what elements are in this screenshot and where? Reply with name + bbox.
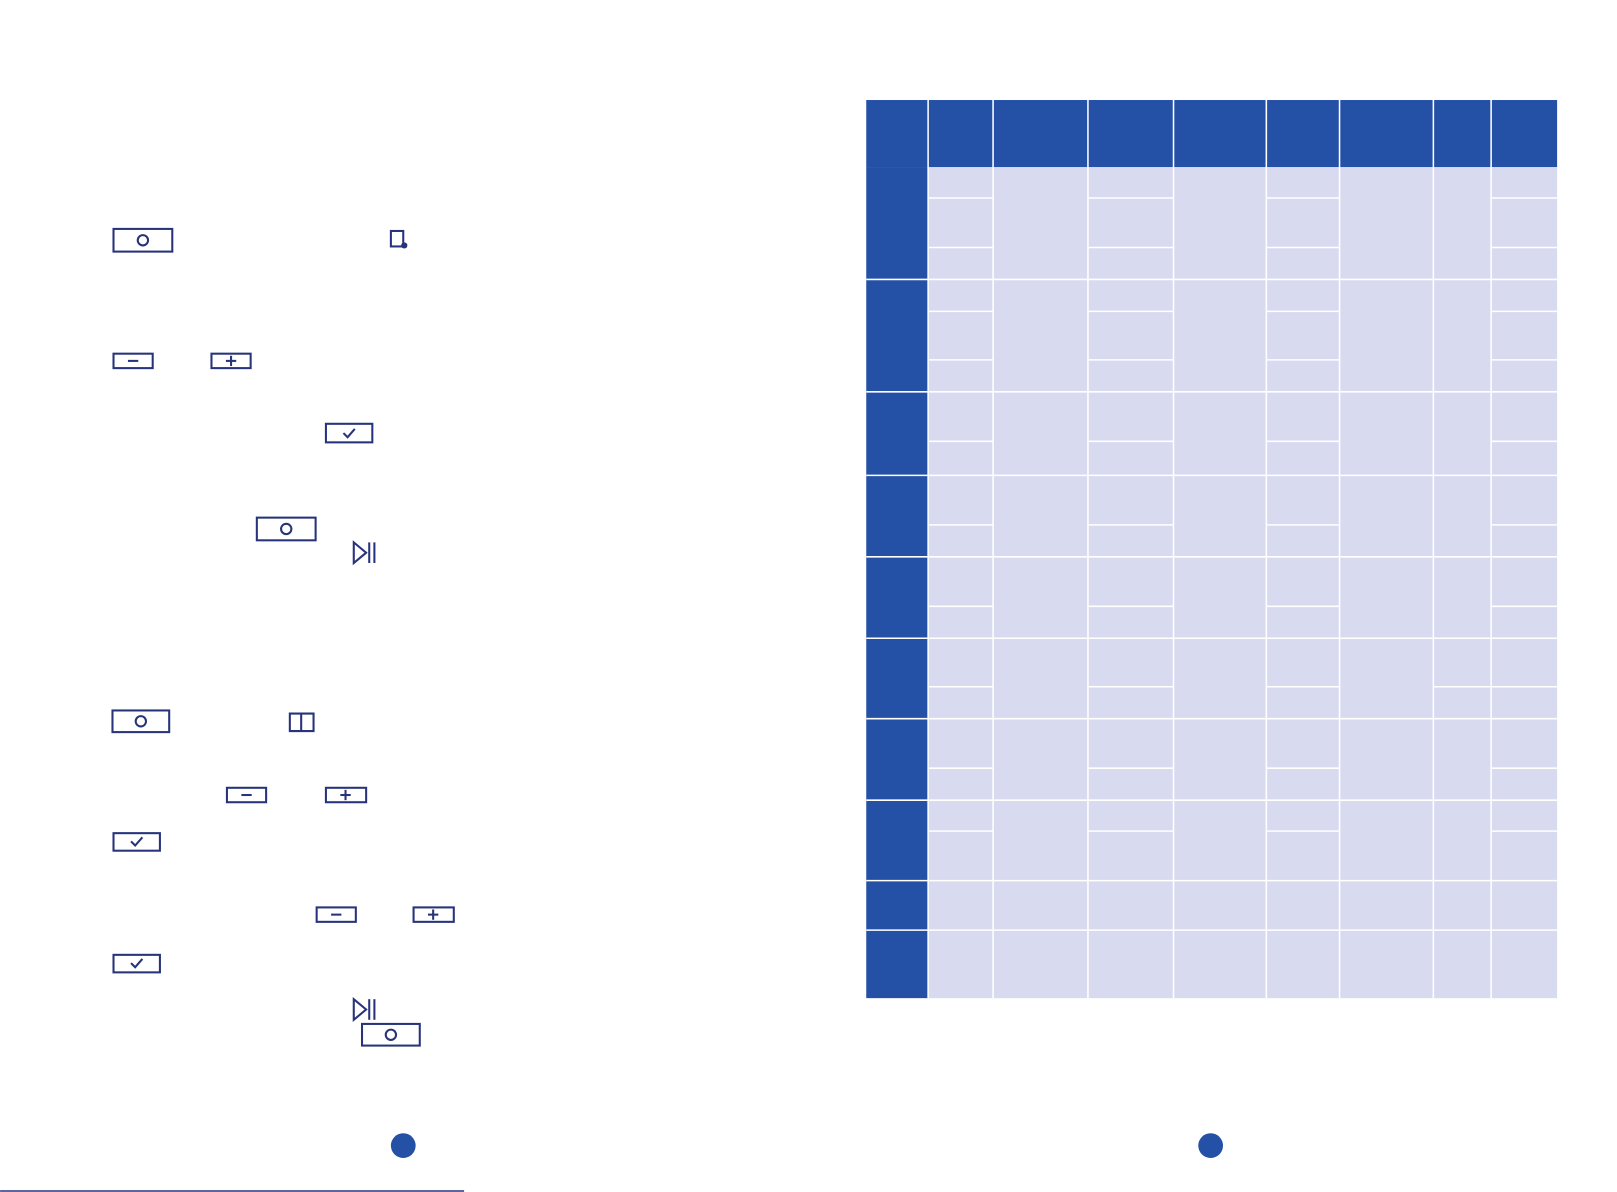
- minus-button-icon: [315, 906, 357, 923]
- recipe-icon: [389, 229, 408, 249]
- confirm-button-icon: [112, 832, 161, 852]
- table: [866, 100, 1558, 1158]
- plus-button-icon: [324, 786, 368, 804]
- table-body: [928, 167, 1558, 999]
- minus-button-icon: [112, 352, 154, 370]
- page-number-badge: [1198, 1133, 1224, 1158]
- play-pause-icon: [352, 996, 376, 1023]
- auto-button-icon: [111, 709, 171, 734]
- plus-button-icon: [412, 906, 455, 923]
- table-first-column: [866, 167, 929, 999]
- auto-button-icon: [112, 227, 174, 253]
- auto-button-icon: [360, 1022, 421, 1047]
- page-number-badge: [390, 1133, 416, 1158]
- auto-button-icon: [255, 516, 317, 542]
- minus-button-icon: [225, 786, 268, 804]
- plus-button-icon: [210, 352, 252, 370]
- play-pause-icon: [352, 540, 376, 566]
- confirm-button-icon: [112, 953, 161, 974]
- confirm-button-icon: [324, 422, 374, 444]
- book-icon: [288, 712, 315, 733]
- left-page: [0, 227, 465, 1192]
- table-header: [866, 100, 1558, 168]
